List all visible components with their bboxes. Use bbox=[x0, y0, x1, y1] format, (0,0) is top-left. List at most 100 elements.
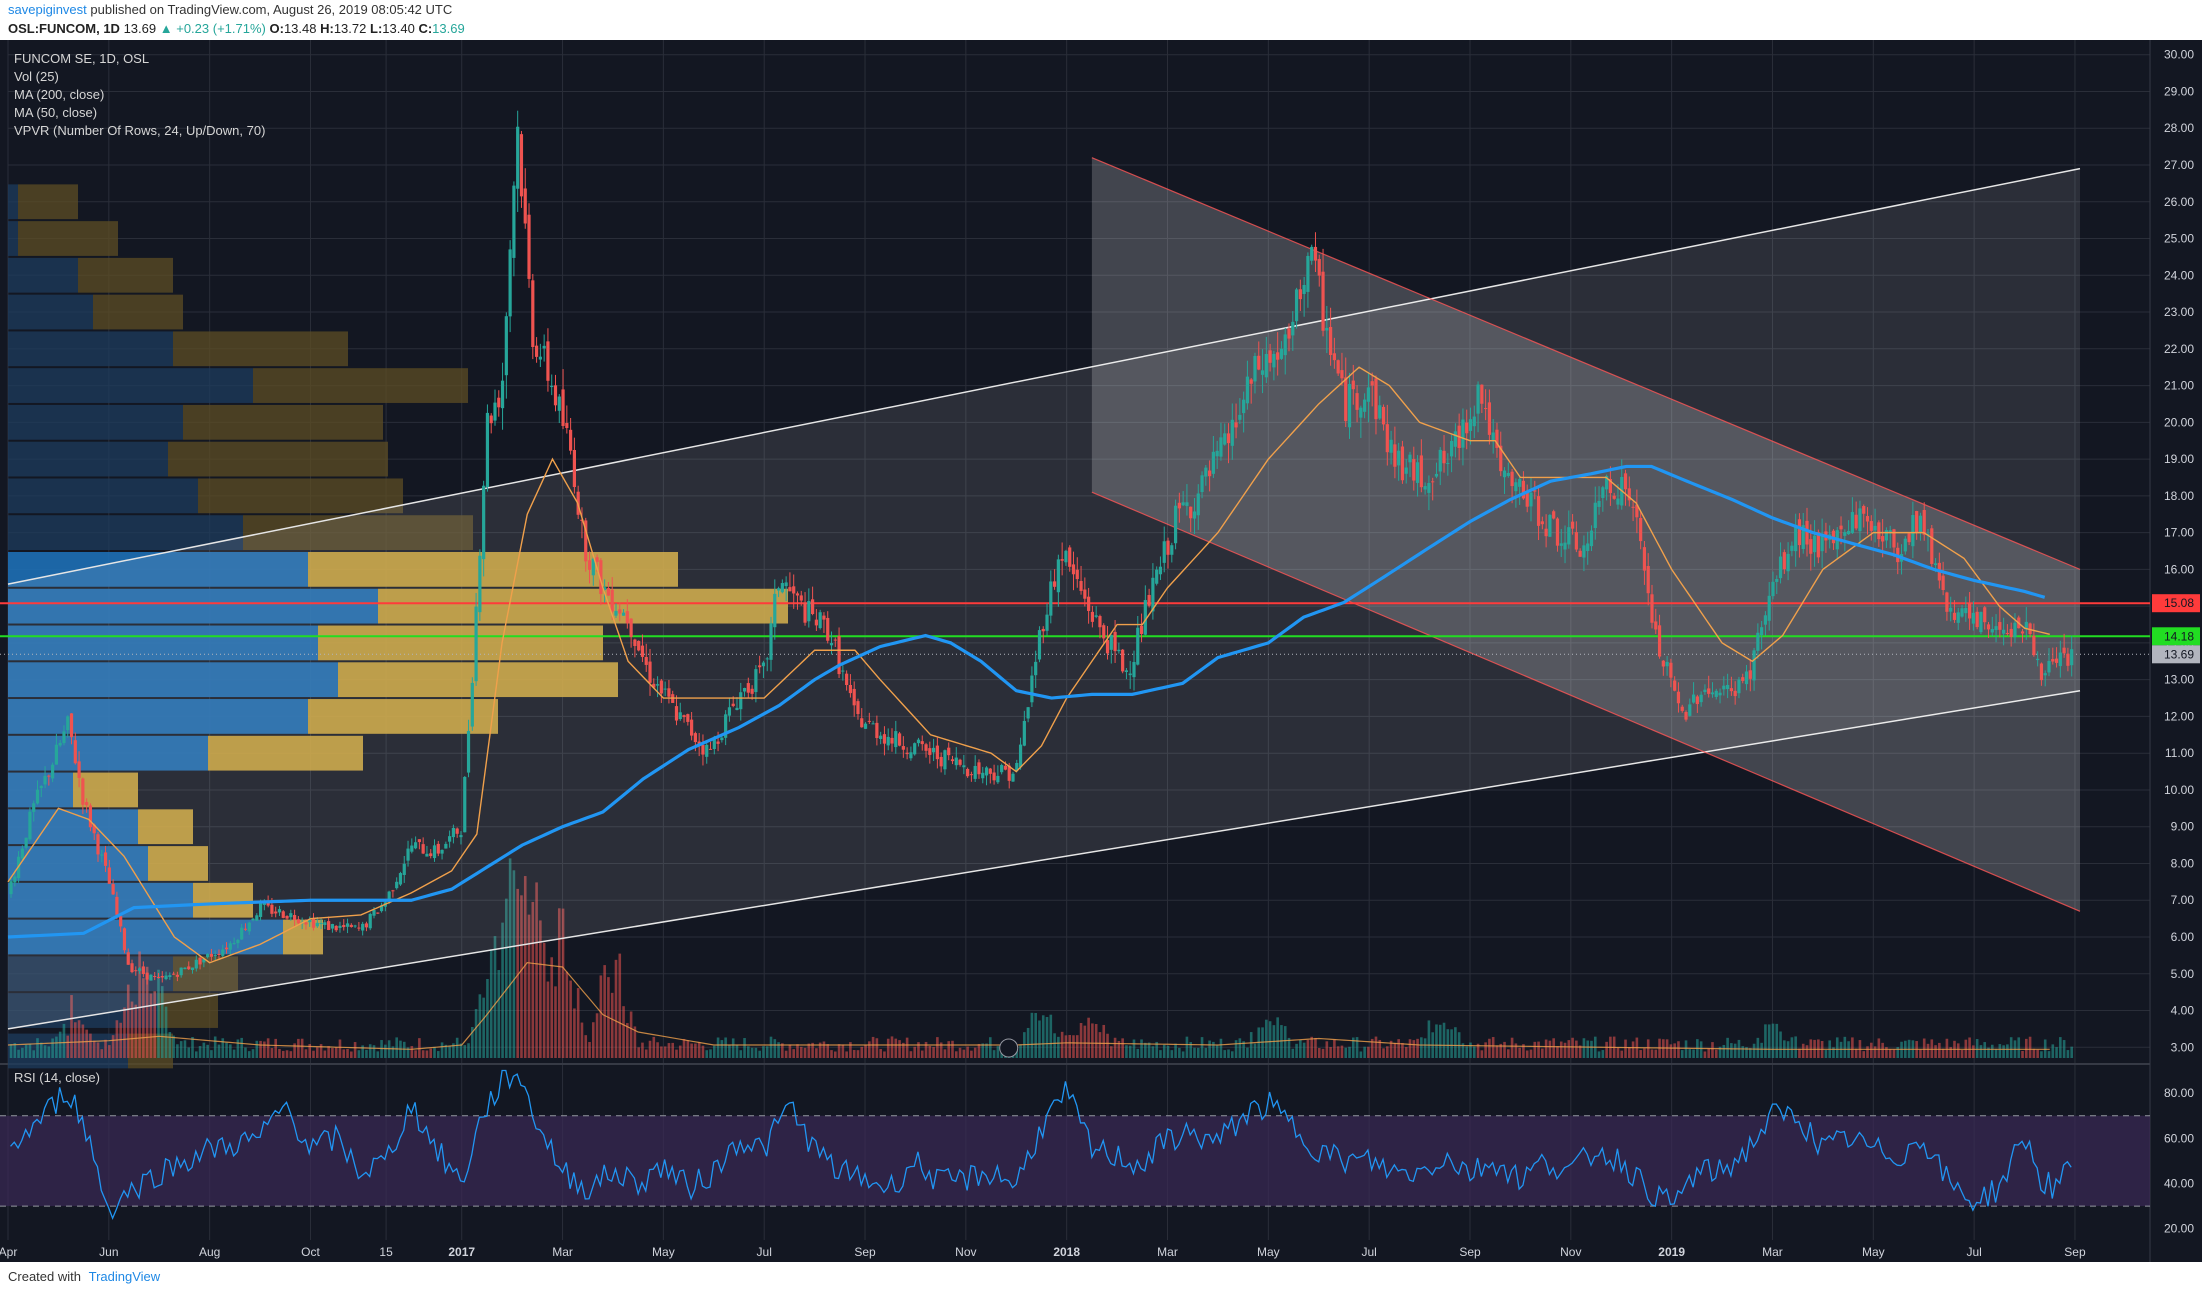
candle-body bbox=[342, 925, 346, 928]
legend-vpvr[interactable]: VPVR (Number Of Rows, 24, Up/Down, 70) bbox=[14, 123, 266, 138]
candle-body bbox=[1415, 462, 1420, 483]
candle-body bbox=[1215, 450, 1219, 457]
candle-body bbox=[448, 836, 452, 842]
candle-body bbox=[1347, 384, 1352, 428]
volume-bar bbox=[1249, 1032, 1253, 1058]
volume-bar bbox=[629, 1011, 633, 1058]
volume-bar bbox=[1703, 1051, 1707, 1058]
volume-bar bbox=[1919, 1049, 1922, 1058]
volume-bar bbox=[1779, 1031, 1782, 1058]
volume-bar bbox=[1869, 1042, 1873, 1058]
volume-bar bbox=[803, 1047, 807, 1058]
price-chart[interactable]: 30.00 29.00 28.00 27.00 26.00 25.00 24.00 23.00… bbox=[0, 40, 2202, 1262]
volume-bar bbox=[1896, 1046, 1900, 1058]
volume-bar bbox=[773, 1039, 777, 1058]
volume-bar bbox=[501, 922, 504, 1058]
volume-bar bbox=[1680, 1050, 1684, 1058]
vpvr-up-bar bbox=[8, 699, 308, 734]
legend-ma50[interactable]: MA (50, close) bbox=[14, 105, 98, 120]
candle-body bbox=[379, 905, 384, 912]
legend-volume[interactable]: Vol (25) bbox=[14, 69, 59, 84]
volume-bar bbox=[1507, 1049, 1510, 1058]
candle-body bbox=[1756, 632, 1760, 651]
volume-bar bbox=[1454, 1027, 1457, 1058]
tradingview-logo[interactable]: TradingView bbox=[88, 1269, 161, 1284]
candle-body bbox=[1381, 406, 1386, 425]
candle-body bbox=[1132, 662, 1136, 678]
volume-bar bbox=[440, 1042, 444, 1058]
publisher-name[interactable]: savepiginvest bbox=[8, 2, 87, 17]
volume-bar bbox=[1692, 1049, 1695, 1058]
volume-bar bbox=[1529, 1049, 1533, 1058]
candle-body bbox=[1790, 545, 1794, 551]
low-label: L: bbox=[370, 21, 383, 36]
volume-bar bbox=[588, 1042, 591, 1058]
candle-body bbox=[43, 775, 47, 785]
candle-body bbox=[69, 713, 74, 738]
volume-bar bbox=[1128, 1045, 1132, 1058]
volume-bar bbox=[1030, 1012, 1034, 1058]
volume-bar bbox=[1748, 1048, 1752, 1058]
candle-body bbox=[1843, 532, 1847, 536]
volume-bar bbox=[1805, 1045, 1809, 1058]
candle-body bbox=[1219, 437, 1223, 457]
volume-bar bbox=[1019, 1044, 1022, 1058]
volume-bar bbox=[675, 1049, 678, 1058]
volume-bar bbox=[981, 1043, 985, 1058]
volume-bar bbox=[1590, 1040, 1593, 1058]
volume-bar bbox=[1219, 1038, 1223, 1058]
candle-body bbox=[527, 214, 531, 279]
volume-bar bbox=[1601, 1050, 1605, 1058]
volume-bar bbox=[357, 1050, 361, 1058]
price-tick-label: 29.00 bbox=[2164, 84, 2194, 98]
volume-bar bbox=[1283, 1026, 1287, 1058]
candle-body bbox=[2005, 633, 2010, 635]
volume-bar bbox=[709, 1049, 712, 1058]
volume-bar bbox=[1484, 1042, 1487, 1058]
candle-body bbox=[863, 723, 868, 729]
candle-body bbox=[773, 593, 777, 628]
candle-body bbox=[746, 683, 750, 693]
volume-bar bbox=[1450, 1029, 1453, 1058]
vpvr-up-bar bbox=[8, 772, 73, 808]
rsi-legend[interactable]: RSI (14, close) bbox=[14, 1070, 100, 1085]
volume-bar bbox=[875, 1038, 879, 1058]
volume-bar bbox=[263, 1041, 266, 1058]
legend-ma200[interactable]: MA (200, close) bbox=[14, 87, 105, 102]
candle-body bbox=[1601, 487, 1605, 498]
price-tick-label: 9.00 bbox=[2171, 820, 2195, 834]
price-tick-label: 8.00 bbox=[2171, 856, 2195, 870]
time-tick-label: 2017 bbox=[448, 1245, 475, 1259]
volume-bar bbox=[1348, 1046, 1351, 1058]
candle-body bbox=[958, 759, 962, 765]
volume-bar bbox=[561, 908, 565, 1058]
candle-body bbox=[1608, 479, 1612, 494]
candle-body bbox=[1011, 773, 1015, 782]
volume-bar bbox=[1688, 1049, 1692, 1058]
candle-body bbox=[274, 911, 278, 914]
volume-bar bbox=[826, 1044, 830, 1058]
candle-body bbox=[289, 913, 293, 918]
volume-bar bbox=[448, 1045, 451, 1058]
candle-body bbox=[1722, 685, 1726, 690]
candle-body bbox=[799, 595, 803, 601]
volume-bar bbox=[123, 1007, 126, 1058]
candle-body bbox=[852, 688, 856, 706]
legend-title[interactable]: FUNCOM SE, 1D, OSL bbox=[14, 51, 150, 66]
volume-bar bbox=[871, 1036, 875, 1058]
candle-body bbox=[1366, 387, 1371, 402]
volume-bar bbox=[176, 1044, 179, 1058]
volume-bar bbox=[1488, 1038, 1491, 1058]
volume-bar bbox=[1412, 1040, 1416, 1058]
candle-body bbox=[1105, 640, 1110, 654]
candle-body bbox=[327, 921, 331, 931]
volume-bar bbox=[1711, 1042, 1714, 1058]
candle-body bbox=[724, 714, 728, 738]
volume-bar bbox=[720, 1040, 724, 1058]
volume-bar bbox=[179, 1041, 183, 1058]
volume-bar bbox=[1193, 1047, 1196, 1058]
vpvr-up-bar bbox=[8, 331, 173, 367]
volume-bar bbox=[841, 1044, 845, 1058]
price-tick-label: 24.00 bbox=[2164, 268, 2194, 282]
vpvr-down-bar bbox=[308, 552, 678, 587]
